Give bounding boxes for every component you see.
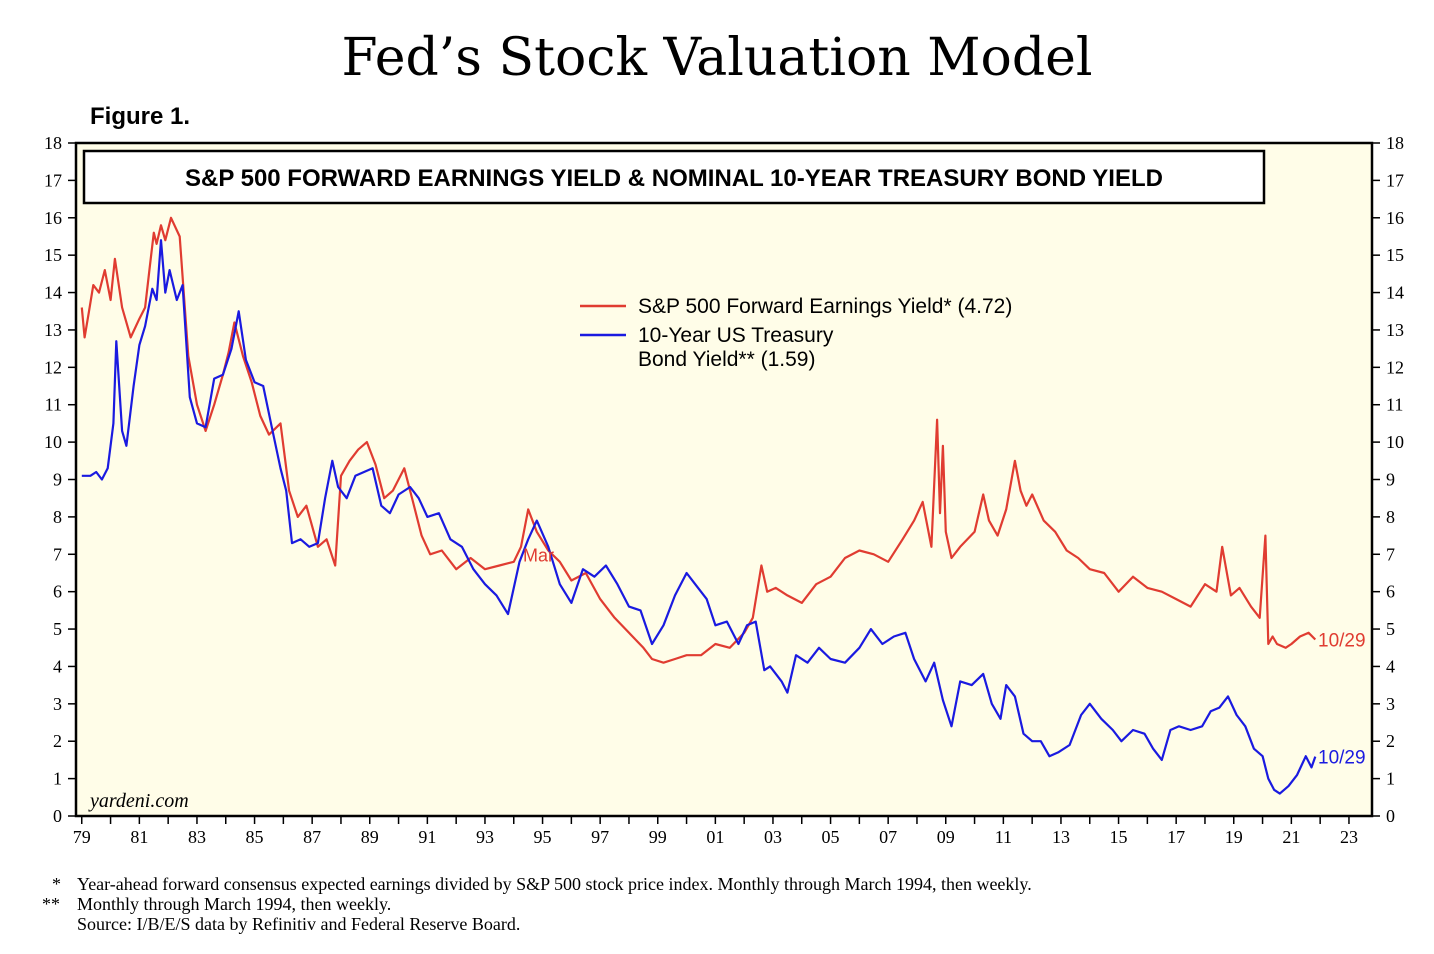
x-tick-label: 79 [73,827,91,847]
x-tick-label: 21 [1282,827,1300,847]
x-tick-label: 95 [534,827,552,847]
y-tick-label-right: 17 [1386,170,1404,190]
y-tick-label-right: 2 [1386,731,1395,751]
footnote-mark-2: ** [42,894,60,914]
y-tick-label-left: 5 [53,619,62,639]
y-tick-label-right: 14 [1386,283,1404,303]
x-tick-label: 11 [995,827,1012,847]
legend-label-2: Bond Yield** (1.59) [638,348,815,371]
chart-title: S&P 500 FORWARD EARNINGS YIELD & NOMINAL… [185,165,1163,192]
x-tick-label: 81 [130,827,148,847]
x-tick-label: 19 [1225,827,1243,847]
y-tick-label-right: 13 [1386,320,1404,340]
footnote-text-2: Monthly through March 1994, then weekly. [77,894,392,914]
footnote-text-1: Year-ahead forward consensus expected ea… [77,874,1032,894]
y-tick-label-left: 9 [53,470,62,490]
y-tick-label-left: 8 [53,507,62,527]
watermark: yardeni.com [88,790,189,812]
y-tick-label-left: 2 [53,731,62,751]
x-tick-label: 01 [706,827,724,847]
y-tick-label-right: 11 [1386,395,1403,415]
y-tick-label-right: 10 [1386,432,1404,452]
x-tick-label: 15 [1110,827,1128,847]
annotation-label: Mar [523,545,554,565]
x-tick-label: 83 [188,827,206,847]
series-line-2 [81,239,1317,795]
x-tick-label: 85 [246,827,264,847]
figure-label: Figure 1. [90,103,191,130]
plot-area [74,141,1374,818]
y-tick-label-right: 6 [1386,582,1395,602]
y-tick-label-right: 15 [1386,245,1404,265]
series-end-label-1: 10/29 [1318,631,1366,652]
series-line-1 [80,216,1317,664]
series-layer: 10/29 10/29 [80,216,1366,795]
y-tick-label-right: 0 [1386,806,1395,826]
y-tick-label-left: 3 [53,694,62,714]
x-tick-label: 91 [418,827,436,847]
y-tick-label-left: 15 [44,245,62,265]
x-tick-label: 03 [764,827,782,847]
x-tick-label: 17 [1167,827,1185,847]
x-tick-label: 93 [476,827,494,847]
y-tick-label-left: 14 [44,283,62,303]
legend-label-1: S&P 500 Forward Earnings Yield* (4.72) [638,295,1012,318]
y-tick-label-left: 18 [44,133,62,153]
y-tick-label-left: 16 [44,208,62,228]
y-tick-label-right: 18 [1386,133,1404,153]
legend-label-2: 10-Year US Treasury [638,324,834,347]
x-tick-label: 87 [303,827,321,847]
x-tick-label: 23 [1340,827,1358,847]
page-title: Fed’s Stock Valuation Model [341,28,1093,88]
x-tick-label: 99 [649,827,667,847]
y-tick-label-left: 12 [44,357,62,377]
y-tick-label-left: 0 [53,806,62,826]
y-tick-label-right: 16 [1386,208,1404,228]
x-tick-label: 89 [361,827,379,847]
footnote-mark-1: * [52,874,61,894]
x-tick-label: 05 [822,827,840,847]
y-tick-label-left: 4 [53,656,62,676]
y-tick-label-right: 9 [1386,470,1395,490]
footnote-source: Source: I/B/E/S data by Refinitiv and Fe… [77,914,521,934]
annotation-layer: Mar [523,545,554,565]
x-tick-label: 09 [937,827,955,847]
y-tick-label-left: 7 [53,544,62,564]
legend: S&P 500 Forward Earnings Yield* (4.72) 10… [580,295,1012,371]
y-tick-label-right: 5 [1386,619,1395,639]
x-tick-label: 97 [591,827,609,847]
y-tick-label-left: 10 [44,432,62,452]
y-tick-label-left: 17 [44,170,62,190]
x-axis: 79 81 83 85 87 89 91 93 95 97 99 01 03 05 07 09 11 13 15 17… [73,816,1358,847]
chart-title-box: S&P 500 FORWARD EARNINGS YIELD & NOMINAL… [82,149,1266,205]
y-tick-label-right: 12 [1386,357,1404,377]
y-tick-label-left: 6 [53,582,62,602]
y-tick-label-left: 13 [44,320,62,340]
y-tick-label-left: 1 [53,769,62,789]
y-tick-label-right: 3 [1386,694,1395,714]
series-end-label-2: 10/29 [1318,748,1366,769]
x-tick-label: 13 [1052,827,1070,847]
y-tick-label-right: 4 [1386,656,1395,676]
y-tick-label-left: 11 [45,395,62,415]
y-tick-label-right: 8 [1386,507,1395,527]
y-tick-label-right: 1 [1386,769,1395,789]
y-tick-label-right: 7 [1386,544,1395,564]
x-tick-label: 07 [879,827,897,847]
